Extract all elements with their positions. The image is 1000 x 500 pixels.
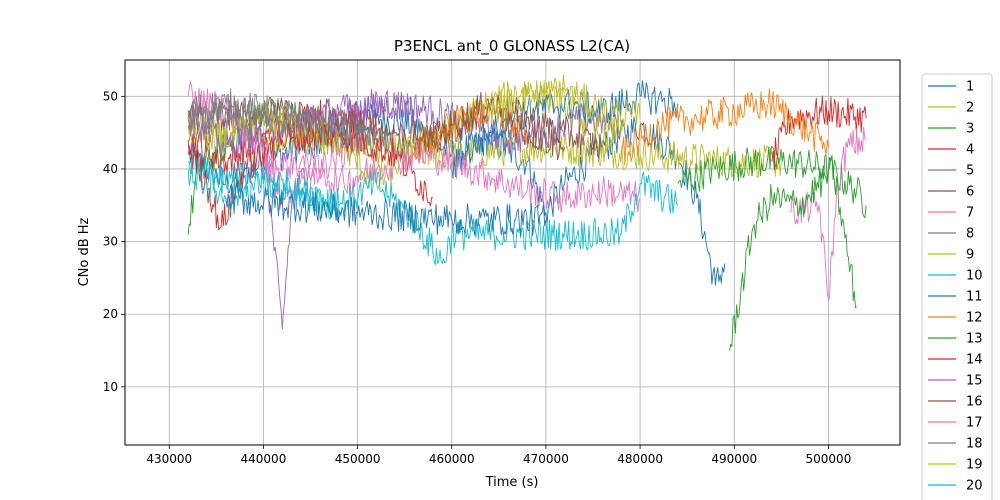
y-tick-label: 40 xyxy=(103,162,118,176)
y-tick-label: 30 xyxy=(103,235,118,249)
legend-label: 20 xyxy=(966,479,983,494)
plot-frame xyxy=(124,59,901,446)
x-tick-label: 450000 xyxy=(335,452,381,466)
x-axis: 430000 440000 450000 460000 470000 480000 4900… xyxy=(146,445,851,466)
legend-item-5: 5 xyxy=(928,164,974,179)
legend-label: 6 xyxy=(966,185,974,200)
legend-item-15: 15 xyxy=(928,374,983,389)
series-15 xyxy=(187,88,415,160)
legend-item-4: 4 xyxy=(928,143,974,158)
series-line xyxy=(488,74,641,131)
y-tick-label: 20 xyxy=(103,307,118,321)
y-axis-label: CNo dB Hz xyxy=(77,217,92,286)
legend-item-13: 13 xyxy=(928,332,983,347)
x-tick-label: 430000 xyxy=(146,452,192,466)
legend-label: 14 xyxy=(966,353,983,368)
series-14 xyxy=(187,122,434,231)
legend-item-6: 6 xyxy=(928,185,974,200)
series-line xyxy=(187,88,415,160)
series-11 xyxy=(451,80,679,179)
legend-item-12: 12 xyxy=(928,311,983,326)
legend-item-9: 9 xyxy=(928,248,974,263)
legend-label: 13 xyxy=(966,332,983,347)
x-tick-label: 470000 xyxy=(523,452,569,466)
legend-label: 12 xyxy=(966,311,983,326)
legend-item-3: 3 xyxy=(928,122,974,137)
legend-label: 18 xyxy=(966,437,983,452)
legend-item-8: 8 xyxy=(928,227,974,242)
legend-item-14: 14 xyxy=(928,353,983,368)
series-line xyxy=(729,154,857,351)
series-16 xyxy=(413,91,603,161)
legend-item-1: 1 xyxy=(928,80,974,95)
series-line xyxy=(790,126,867,301)
chart-title: P3ENCL ant_0 GLONASS L2(CA) xyxy=(394,37,630,56)
legend-label: 19 xyxy=(966,458,983,473)
legend-item-2: 2 xyxy=(928,101,974,116)
legend-label: 5 xyxy=(966,164,974,179)
legend-item-7: 7 xyxy=(928,206,974,221)
x-tick-label: 490000 xyxy=(711,452,757,466)
legend-item-10: 10 xyxy=(928,269,983,284)
legend: 123456789101112131415161718192021 xyxy=(921,73,993,500)
series-21 xyxy=(225,183,547,237)
x-tick-label: 480000 xyxy=(617,452,663,466)
series-18 xyxy=(187,97,377,156)
legend-label: 11 xyxy=(966,290,983,305)
series-line xyxy=(771,95,867,171)
legend-label: 17 xyxy=(966,416,983,431)
legend-frame xyxy=(921,73,993,500)
legend-label: 16 xyxy=(966,395,983,410)
plot-area xyxy=(187,74,867,351)
y-tick-label: 50 xyxy=(103,89,118,103)
series-line xyxy=(413,91,603,161)
legend-label: 7 xyxy=(966,206,974,221)
legend-label: 10 xyxy=(966,269,983,284)
series-19 xyxy=(488,74,641,131)
legend-label: 9 xyxy=(966,248,974,263)
legend-label: 15 xyxy=(966,374,983,389)
series-13 xyxy=(729,154,857,351)
legend-label: 4 xyxy=(966,143,974,158)
legend-item-16: 16 xyxy=(928,395,983,410)
x-tick-label: 500000 xyxy=(806,452,852,466)
legend-item-18: 18 xyxy=(928,437,983,452)
series-line xyxy=(187,97,377,156)
y-tick-label: 10 xyxy=(103,380,118,394)
series-line xyxy=(620,88,829,166)
legend-item-11: 11 xyxy=(928,290,983,305)
series-line xyxy=(451,80,679,179)
legend-item-17: 17 xyxy=(928,416,983,431)
series-line xyxy=(262,139,641,213)
x-tick-label: 440000 xyxy=(241,452,287,466)
legend-label: 1 xyxy=(966,80,974,95)
y-axis: 10 20 30 40 50 xyxy=(103,89,125,394)
legend-item-20: 20 xyxy=(928,479,983,494)
series-line xyxy=(225,183,547,237)
legend-label: 8 xyxy=(966,227,974,242)
legend-label: 2 xyxy=(966,101,974,116)
series-17 xyxy=(262,139,641,213)
legend-item-19: 19 xyxy=(928,458,983,473)
x-tick-label: 460000 xyxy=(429,452,475,466)
series-line xyxy=(187,122,434,231)
legend-label: 3 xyxy=(966,122,974,137)
x-axis-label: Time (s) xyxy=(485,475,539,490)
series-line xyxy=(677,145,867,219)
